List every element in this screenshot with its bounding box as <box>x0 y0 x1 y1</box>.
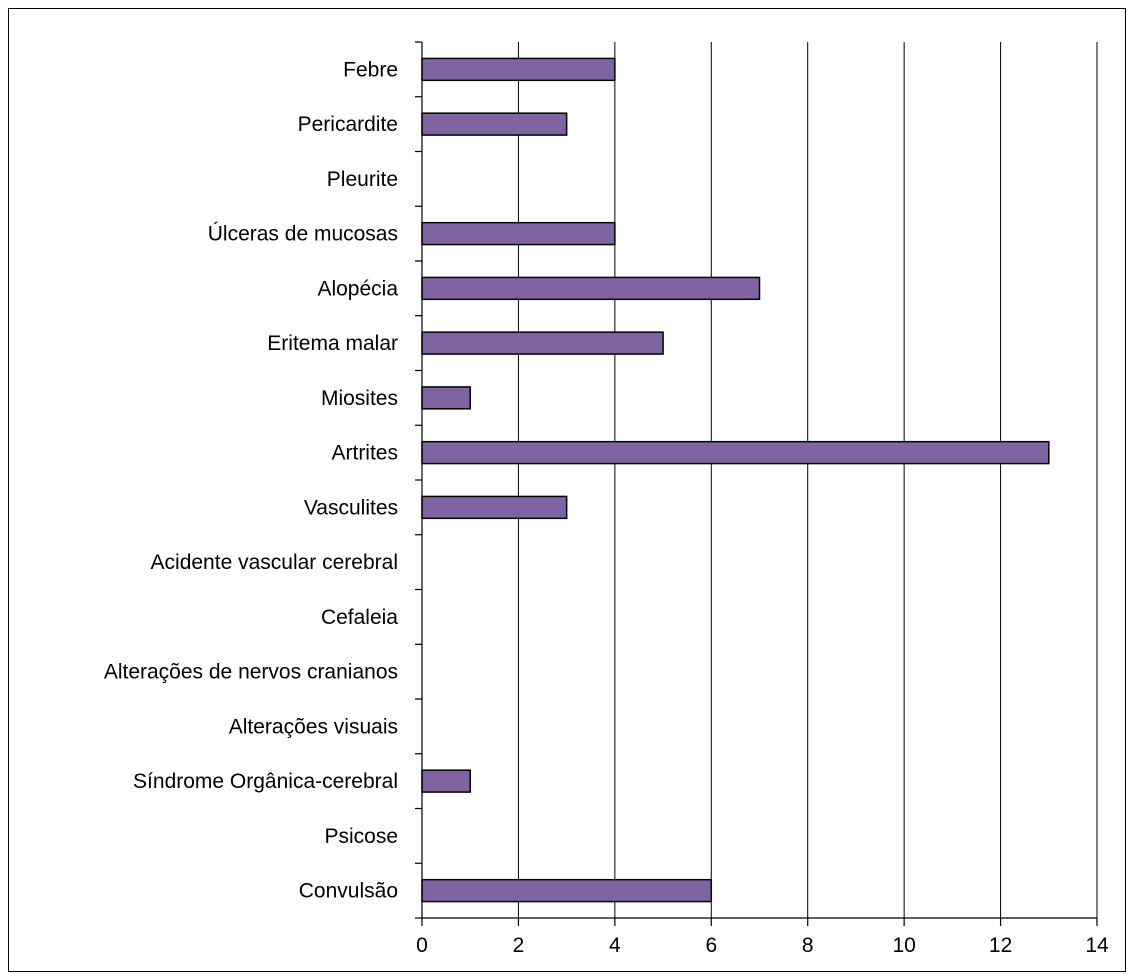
bar <box>421 386 471 410</box>
bar <box>421 112 568 136</box>
bar <box>421 331 664 355</box>
bar <box>421 221 616 246</box>
category-labels: Febre Pericardite Pleurite Úlceras de mucos… <box>104 58 398 902</box>
x-tick-labels: 0 2 4 6 8 10 12 14 <box>416 934 1109 957</box>
x-tick-label: 0 <box>416 934 428 957</box>
category-label: Vasculites <box>304 496 398 519</box>
x-tick-label: 6 <box>705 934 717 957</box>
bar <box>421 878 713 903</box>
category-label: Síndrome Orgânica-cerebral <box>133 770 398 793</box>
category-label: Miosites <box>321 387 398 410</box>
category-label: Cefaleia <box>321 606 398 629</box>
category-label: Artrites <box>331 442 398 465</box>
category-label: Acidente vascular cerebral <box>151 551 398 574</box>
category-label: Úlceras de mucosas <box>208 223 398 246</box>
axes <box>415 41 1098 926</box>
x-tick-label: 10 <box>892 934 915 957</box>
category-label: Psicose <box>324 825 398 848</box>
category-label: Alterações de nervos cranianos <box>104 661 398 684</box>
x-tick-label: 14 <box>1085 934 1109 957</box>
x-tick-label: 4 <box>609 934 621 957</box>
category-label: Febre <box>343 58 398 81</box>
category-label: Pericardite <box>298 113 398 136</box>
category-label: Eritema malar <box>267 332 398 355</box>
category-label: Pleurite <box>327 168 398 191</box>
bar <box>421 495 568 520</box>
category-label: Alterações visuais <box>229 715 398 738</box>
bar <box>421 57 616 82</box>
category-label: Alopécia <box>317 277 398 300</box>
x-tick-label: 8 <box>802 934 814 957</box>
x-tick-label: 12 <box>989 934 1012 957</box>
bar <box>421 769 471 793</box>
bars <box>421 57 1050 903</box>
category-label: Convulsão <box>299 880 398 903</box>
x-tick-label: 2 <box>513 934 525 957</box>
chart-frame <box>8 8 1126 972</box>
bar <box>421 276 761 301</box>
bar <box>421 440 1050 465</box>
gridlines <box>517 42 1098 918</box>
